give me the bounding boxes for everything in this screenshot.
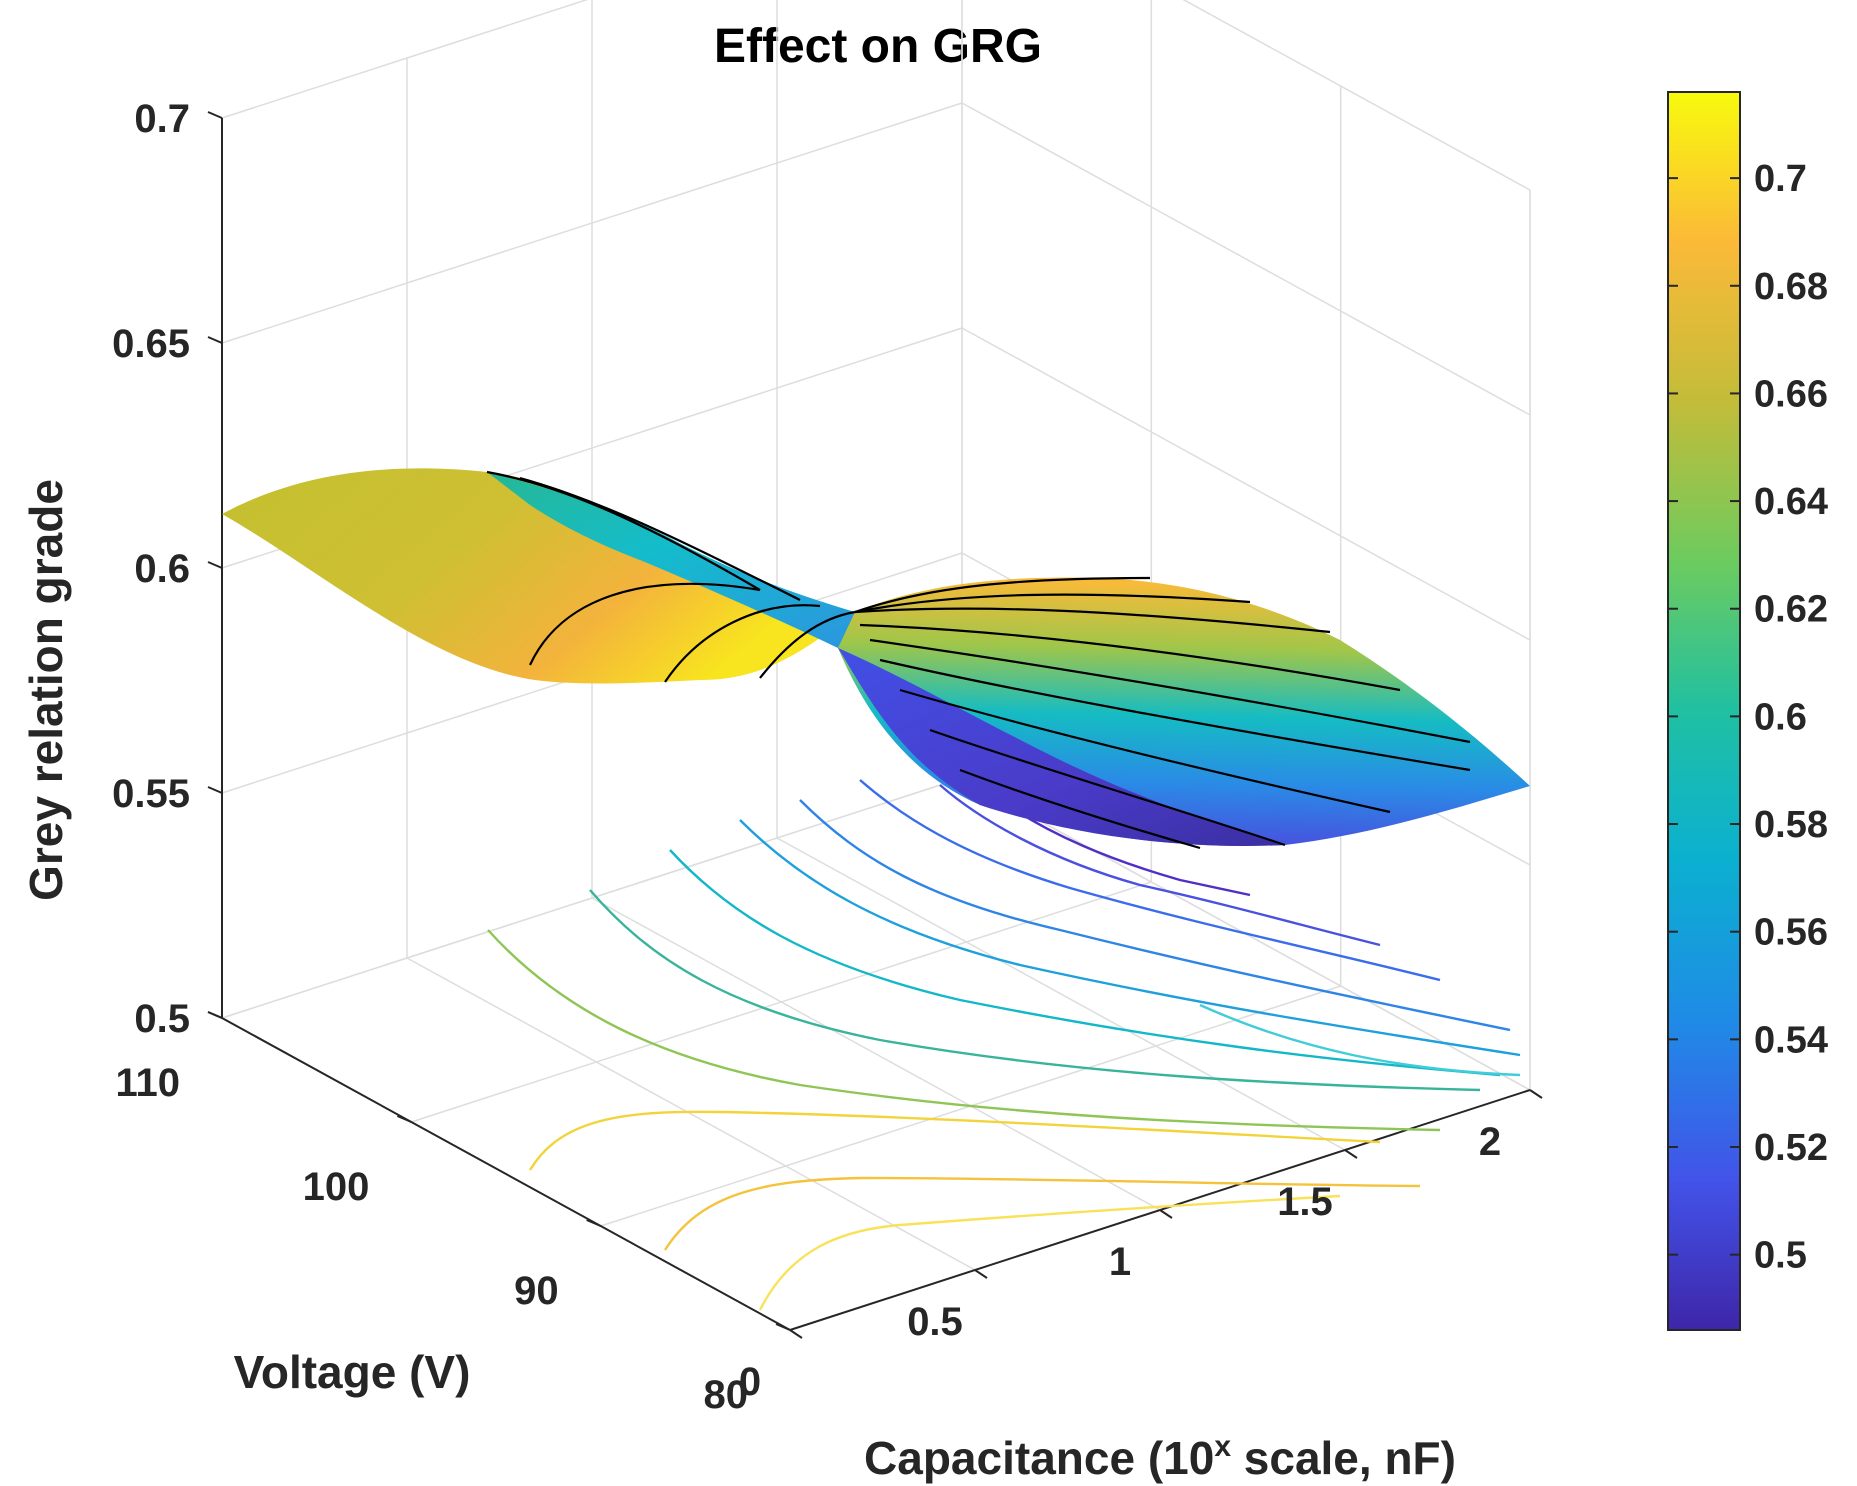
x-tick-label: 2 bbox=[1479, 1120, 1501, 1164]
y-tick-label: 80 bbox=[704, 1373, 749, 1417]
surface-contour-lines bbox=[486, 470, 1471, 850]
z-tick-label: 0.5 bbox=[134, 997, 190, 1041]
colorbar-tick-label: 0.54 bbox=[1754, 1019, 1828, 1061]
x-tick-label: 0.5 bbox=[907, 1300, 963, 1344]
x-tick-mark bbox=[1344, 1149, 1358, 1159]
z-tick-mark bbox=[207, 1011, 223, 1019]
y-tick-label: 90 bbox=[514, 1269, 559, 1313]
colorbar-ticks: 0.5 0.52 0.54 0.56 0.58 0.6 0.62 0.64 0.66 0.68 0.… bbox=[1668, 158, 1828, 1277]
colorbar-tick-label: 0.7 bbox=[1754, 158, 1807, 200]
z-axis-label: Grey relation grade bbox=[20, 479, 72, 901]
x-axis-label: Capacitance (10x scale, nF) bbox=[864, 1430, 1456, 1484]
grid-sidewall-z bbox=[961, 327, 1531, 641]
grid-floor-x bbox=[406, 957, 976, 1271]
z-tick-label: 0.6 bbox=[134, 547, 190, 591]
y-tick-mark bbox=[775, 1323, 791, 1331]
z-tick-mark bbox=[207, 336, 223, 344]
grid-floor-x bbox=[591, 897, 1161, 1211]
z-tick-label: 0.55 bbox=[112, 772, 190, 816]
grid-backwall-z bbox=[221, 0, 589, 119]
colorbar: 0.5 0.52 0.54 0.56 0.58 0.6 0.62 0.64 0.66 0.68 0.… bbox=[1667, 91, 1828, 1331]
colorbar-tick-label: 0.66 bbox=[1754, 373, 1828, 415]
floor-contour-line bbox=[758, 1194, 1341, 1311]
floor-contour-line bbox=[799, 799, 1511, 1032]
x-axis-label-main: Capacitance (10 bbox=[864, 1432, 1214, 1484]
x-tick-mark bbox=[789, 1329, 803, 1339]
floor-contours bbox=[487, 779, 1521, 1311]
floor-contour-line bbox=[487, 929, 1441, 1132]
colorbar-tick-label: 0.56 bbox=[1754, 912, 1828, 954]
x-tick-mark bbox=[1159, 1209, 1173, 1219]
y-tick-mark bbox=[586, 1219, 602, 1227]
floor-contour-line bbox=[528, 1110, 1381, 1171]
floor-contour-line bbox=[589, 889, 1481, 1092]
y-tick-label: 100 bbox=[303, 1165, 370, 1209]
colorbar-tick-label: 0.68 bbox=[1754, 266, 1828, 308]
colorbar-tick-label: 0.64 bbox=[1754, 481, 1828, 523]
surface-ridge bbox=[487, 472, 861, 648]
floor-contour-line bbox=[859, 779, 1441, 982]
x-tick-mark bbox=[1529, 1089, 1543, 1099]
z-tick-mark bbox=[207, 561, 223, 569]
surface-left-lobe bbox=[222, 468, 855, 684]
grid-backwall-z bbox=[221, 777, 963, 1019]
colorbar-tick-label: 0.5 bbox=[1754, 1235, 1807, 1277]
y-axis-line bbox=[221, 1017, 791, 1331]
floor-contour-line bbox=[663, 1176, 1421, 1251]
z-tick-mark bbox=[207, 111, 223, 119]
x-axis-label-superscript: x bbox=[1214, 1430, 1231, 1463]
colorbar-tick-label: 0.52 bbox=[1754, 1127, 1828, 1169]
x-tick-label: 1 bbox=[1109, 1240, 1131, 1284]
grid-sidewall-z bbox=[961, 102, 1531, 416]
floor-contour-line bbox=[739, 819, 1521, 1057]
grid-sidewall-z bbox=[1182, 0, 1531, 191]
x-axis-label-tail: scale, nF) bbox=[1231, 1432, 1456, 1484]
colorbar-fill bbox=[1667, 91, 1741, 1331]
y-tick-label: 110 bbox=[115, 1061, 180, 1105]
colorbar-tick-label: 0.6 bbox=[1754, 696, 1807, 738]
floor-contour-line bbox=[1199, 1003, 1521, 1077]
response-surface bbox=[222, 468, 1530, 850]
floor-contour-line bbox=[669, 849, 1501, 1077]
y-axis-label: Voltage (V) bbox=[234, 1346, 471, 1398]
colorbar-tick-label: 0.58 bbox=[1754, 804, 1828, 846]
colorbar-tick-label: 0.62 bbox=[1754, 589, 1828, 631]
x-tick-label: 1.5 bbox=[1277, 1180, 1333, 1224]
grid-backwall-z bbox=[221, 102, 963, 344]
grid-floor-y bbox=[411, 881, 1152, 1123]
x-tick-label: 0 bbox=[739, 1360, 761, 1404]
x-tick-mark bbox=[974, 1269, 988, 1279]
y-tick-mark bbox=[396, 1115, 412, 1123]
z-tick-label: 0.7 bbox=[134, 97, 190, 141]
z-tick-mark bbox=[207, 786, 223, 794]
tick-labels: 0 0.5 1 1.5 2 80 90 100 110 0.5 0.55 0.6 0.65 0.7 bbox=[112, 97, 1501, 1417]
axis-lines bbox=[207, 111, 1543, 1339]
chart-title: Effect on GRG bbox=[714, 20, 1042, 73]
z-tick-label: 0.65 bbox=[112, 322, 190, 366]
floor-contour-line bbox=[939, 784, 1381, 947]
grid-floor-x bbox=[776, 837, 1346, 1151]
